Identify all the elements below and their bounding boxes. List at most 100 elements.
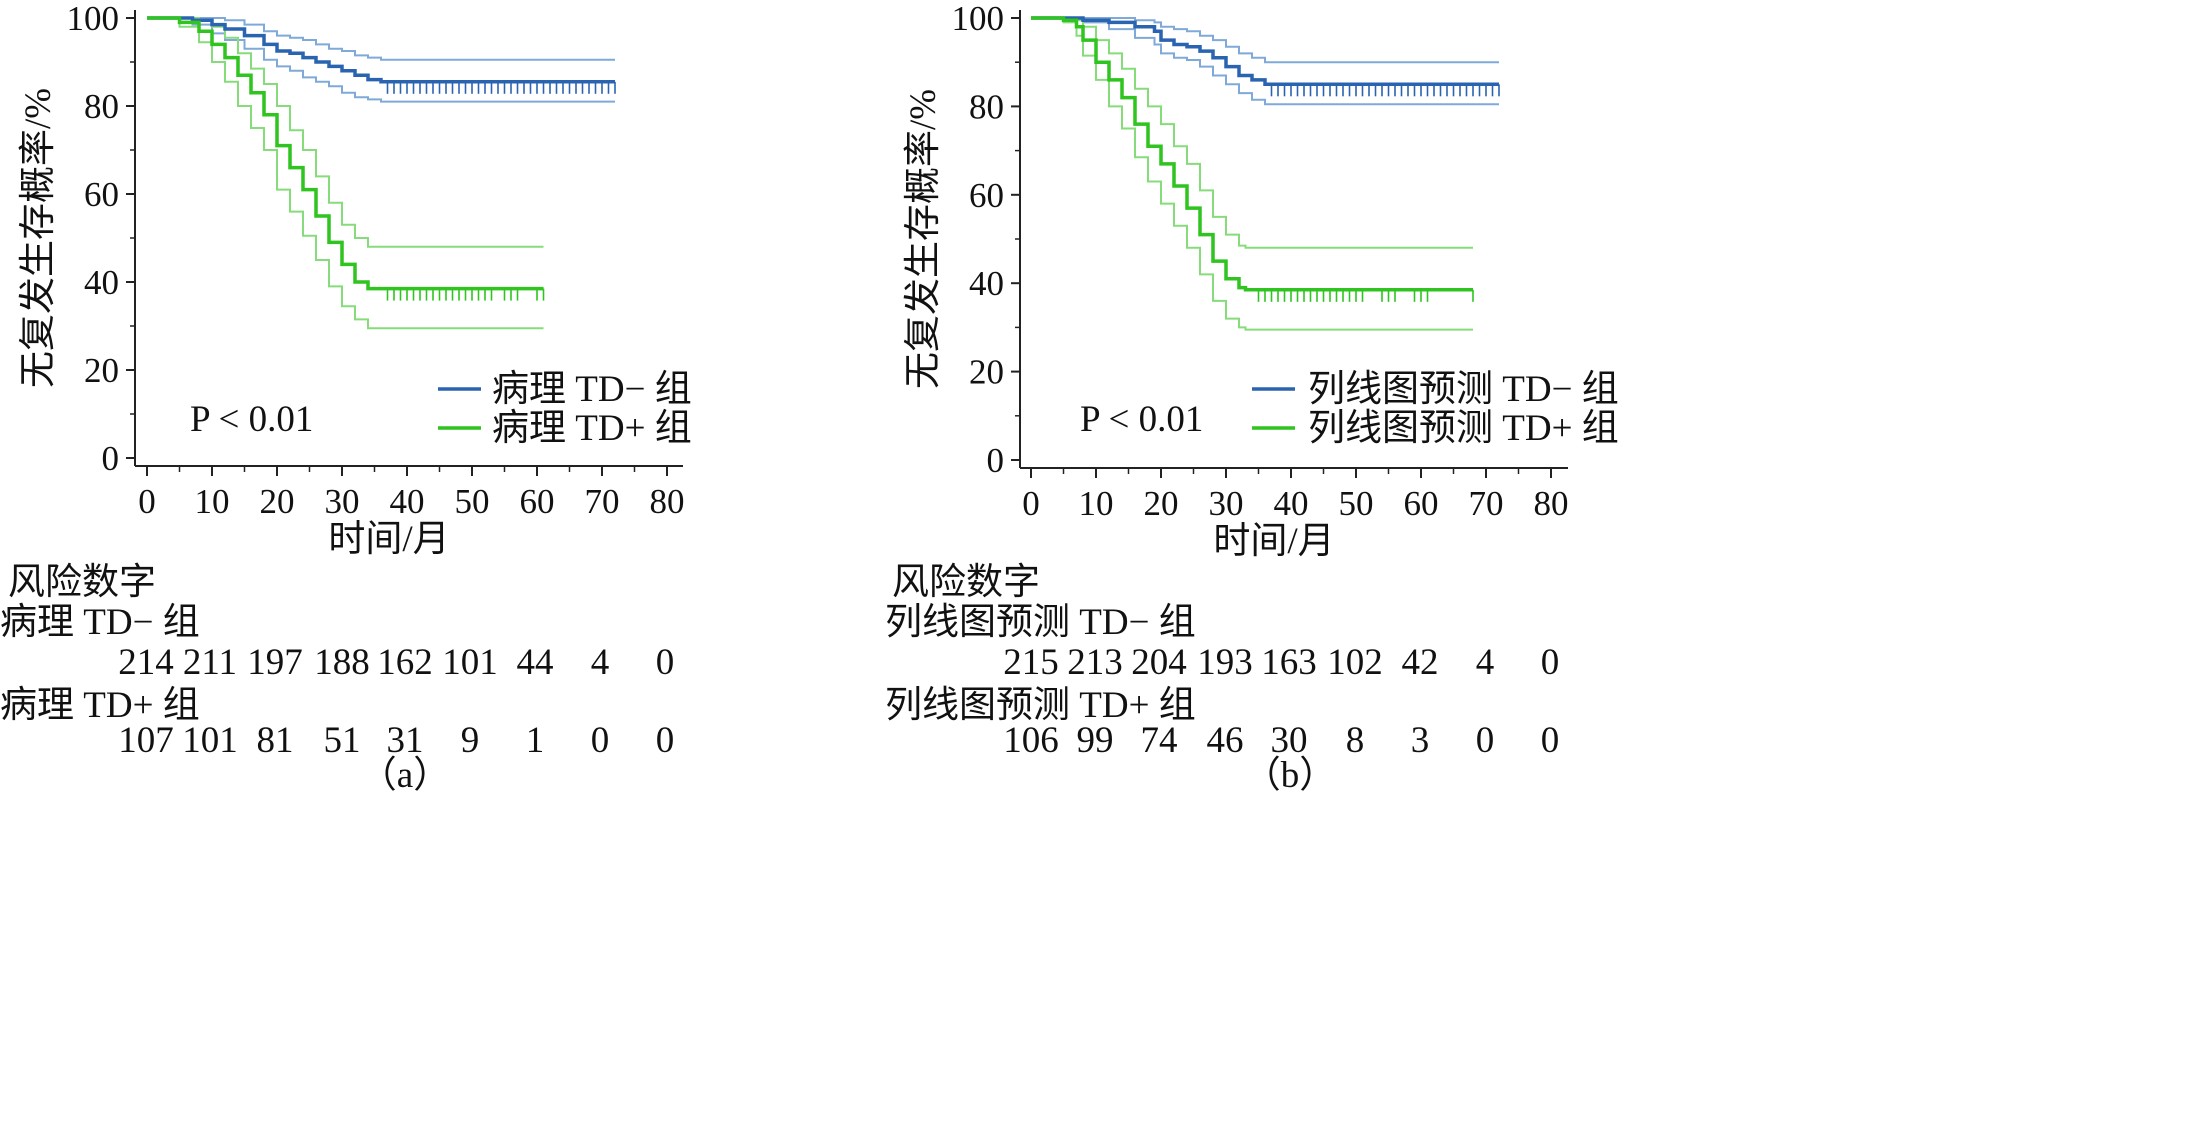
legend-label-1: 列线图预测 TD+ 组 — [1308, 407, 1619, 449]
risk-value: 204 — [1131, 642, 1187, 683]
risk-value: 101 — [442, 642, 498, 683]
risk-value: 0 — [1541, 720, 1560, 761]
x-tick-label: 20 — [260, 482, 295, 521]
series-0-upper-ci-line — [147, 17, 615, 61]
risk-value: 197 — [247, 642, 303, 683]
risk-value: 30 — [1271, 720, 1308, 761]
y-tick-label: 20 — [969, 353, 1004, 392]
y-tick-label: 100 — [952, 0, 1005, 38]
risk-row-label-0: 列线图预测 TD− 组 — [885, 601, 1196, 643]
risk-row-label-1: 列线图预测 TD+ 组 — [885, 684, 1196, 726]
x-axis-title: 时间/月 — [328, 519, 449, 560]
x-tick-label: 40 — [1274, 484, 1309, 523]
risk-table-title: 风险数字 — [8, 561, 156, 603]
legend-label-0: 病理 TD− 组 — [492, 368, 692, 410]
series-1-survival-line — [1031, 16, 1473, 292]
series-1-lower-ci-line — [147, 17, 544, 330]
y-tick-label: 40 — [84, 263, 119, 302]
x-tick-label: 40 — [390, 482, 425, 521]
x-tick-label: 80 — [1534, 484, 1569, 523]
panel-label: （a） — [360, 755, 450, 796]
risk-value: 106 — [1003, 720, 1059, 761]
x-tick-label: 80 — [650, 482, 685, 521]
risk-value: 3 — [1411, 720, 1430, 761]
risk-value: 211 — [183, 642, 237, 683]
risk-value: 74 — [1141, 720, 1178, 761]
risk-value: 51 — [324, 720, 361, 761]
risk-value: 193 — [1197, 642, 1253, 683]
p-value-annotation: P < 0.01 — [1080, 399, 1203, 440]
y-axis-title: 无复发生存概率/% — [902, 89, 944, 389]
series-0-upper-ci-line — [1031, 17, 1499, 64]
y-tick-label: 20 — [84, 351, 119, 390]
x-tick-label: 10 — [1079, 484, 1114, 523]
x-tick-label: 50 — [455, 482, 490, 521]
y-axis-title: 无复发生存概率/% — [17, 88, 59, 388]
risk-value: 42 — [1402, 642, 1439, 683]
legend-label-0: 列线图预测 TD− 组 — [1308, 368, 1619, 410]
y-tick-label: 0 — [987, 441, 1005, 480]
risk-value: 101 — [182, 720, 238, 761]
x-tick-label: 10 — [195, 482, 230, 521]
series-0-lower-ci-line — [147, 17, 615, 103]
risk-value: 31 — [387, 720, 424, 761]
risk-row-label-0: 病理 TD− 组 — [0, 601, 200, 643]
y-tick-label: 80 — [84, 87, 119, 126]
risk-value: 214 — [118, 642, 174, 683]
risk-value: 8 — [1346, 720, 1365, 761]
risk-row-label-1: 病理 TD+ 组 — [0, 684, 200, 726]
risk-value: 215 — [1003, 642, 1059, 683]
risk-value: 44 — [517, 642, 554, 683]
x-tick-label: 20 — [1144, 484, 1179, 523]
y-tick-label: 60 — [84, 175, 119, 214]
y-tick-label: 80 — [969, 87, 1004, 126]
y-tick-label: 0 — [102, 439, 120, 478]
x-tick-label: 30 — [325, 482, 360, 521]
risk-table-title: 风险数字 — [892, 561, 1040, 603]
risk-value: 99 — [1077, 720, 1114, 761]
x-tick-label: 0 — [1022, 484, 1040, 523]
series-0-survival-line — [1031, 16, 1499, 87]
risk-value: 0 — [656, 720, 675, 761]
x-tick-label: 60 — [520, 482, 555, 521]
risk-value: 4 — [1476, 642, 1495, 683]
y-tick-label: 60 — [969, 176, 1004, 215]
risk-value: 107 — [118, 720, 174, 761]
series-1-survival-line — [147, 16, 544, 291]
x-tick-label: 30 — [1209, 484, 1244, 523]
x-tick-label: 0 — [138, 482, 156, 521]
risk-value: 213 — [1067, 642, 1123, 683]
x-tick-label: 70 — [1469, 484, 1504, 523]
risk-value: 0 — [656, 642, 675, 683]
legend-label-1: 病理 TD+ 组 — [492, 407, 692, 449]
risk-value: 46 — [1207, 720, 1244, 761]
p-value-annotation: P < 0.01 — [190, 399, 313, 440]
risk-value: 9 — [461, 720, 480, 761]
risk-value: 0 — [1476, 720, 1495, 761]
x-tick-label: 70 — [585, 482, 620, 521]
risk-value: 163 — [1261, 642, 1317, 683]
series-1-lower-ci-line — [1031, 17, 1473, 331]
y-tick-label: 40 — [969, 264, 1004, 303]
risk-value: 0 — [1541, 642, 1560, 683]
series-0-survival-line — [147, 16, 615, 84]
y-tick-label: 100 — [67, 0, 120, 38]
x-tick-label: 50 — [1339, 484, 1374, 523]
series-1-upper-ci-line — [1031, 17, 1473, 249]
x-tick-label: 60 — [1404, 484, 1439, 523]
risk-value: 0 — [591, 720, 610, 761]
risk-value: 1 — [526, 720, 545, 761]
panel-label: （b） — [1244, 755, 1337, 796]
x-axis-title: 时间/月 — [1213, 521, 1334, 562]
risk-value: 102 — [1327, 642, 1383, 683]
risk-value: 162 — [377, 642, 433, 683]
series-0-lower-ci-line — [1031, 17, 1499, 106]
risk-value: 4 — [591, 642, 610, 683]
risk-value: 188 — [314, 642, 370, 683]
series-1-upper-ci-line — [147, 17, 544, 248]
risk-value: 81 — [257, 720, 294, 761]
